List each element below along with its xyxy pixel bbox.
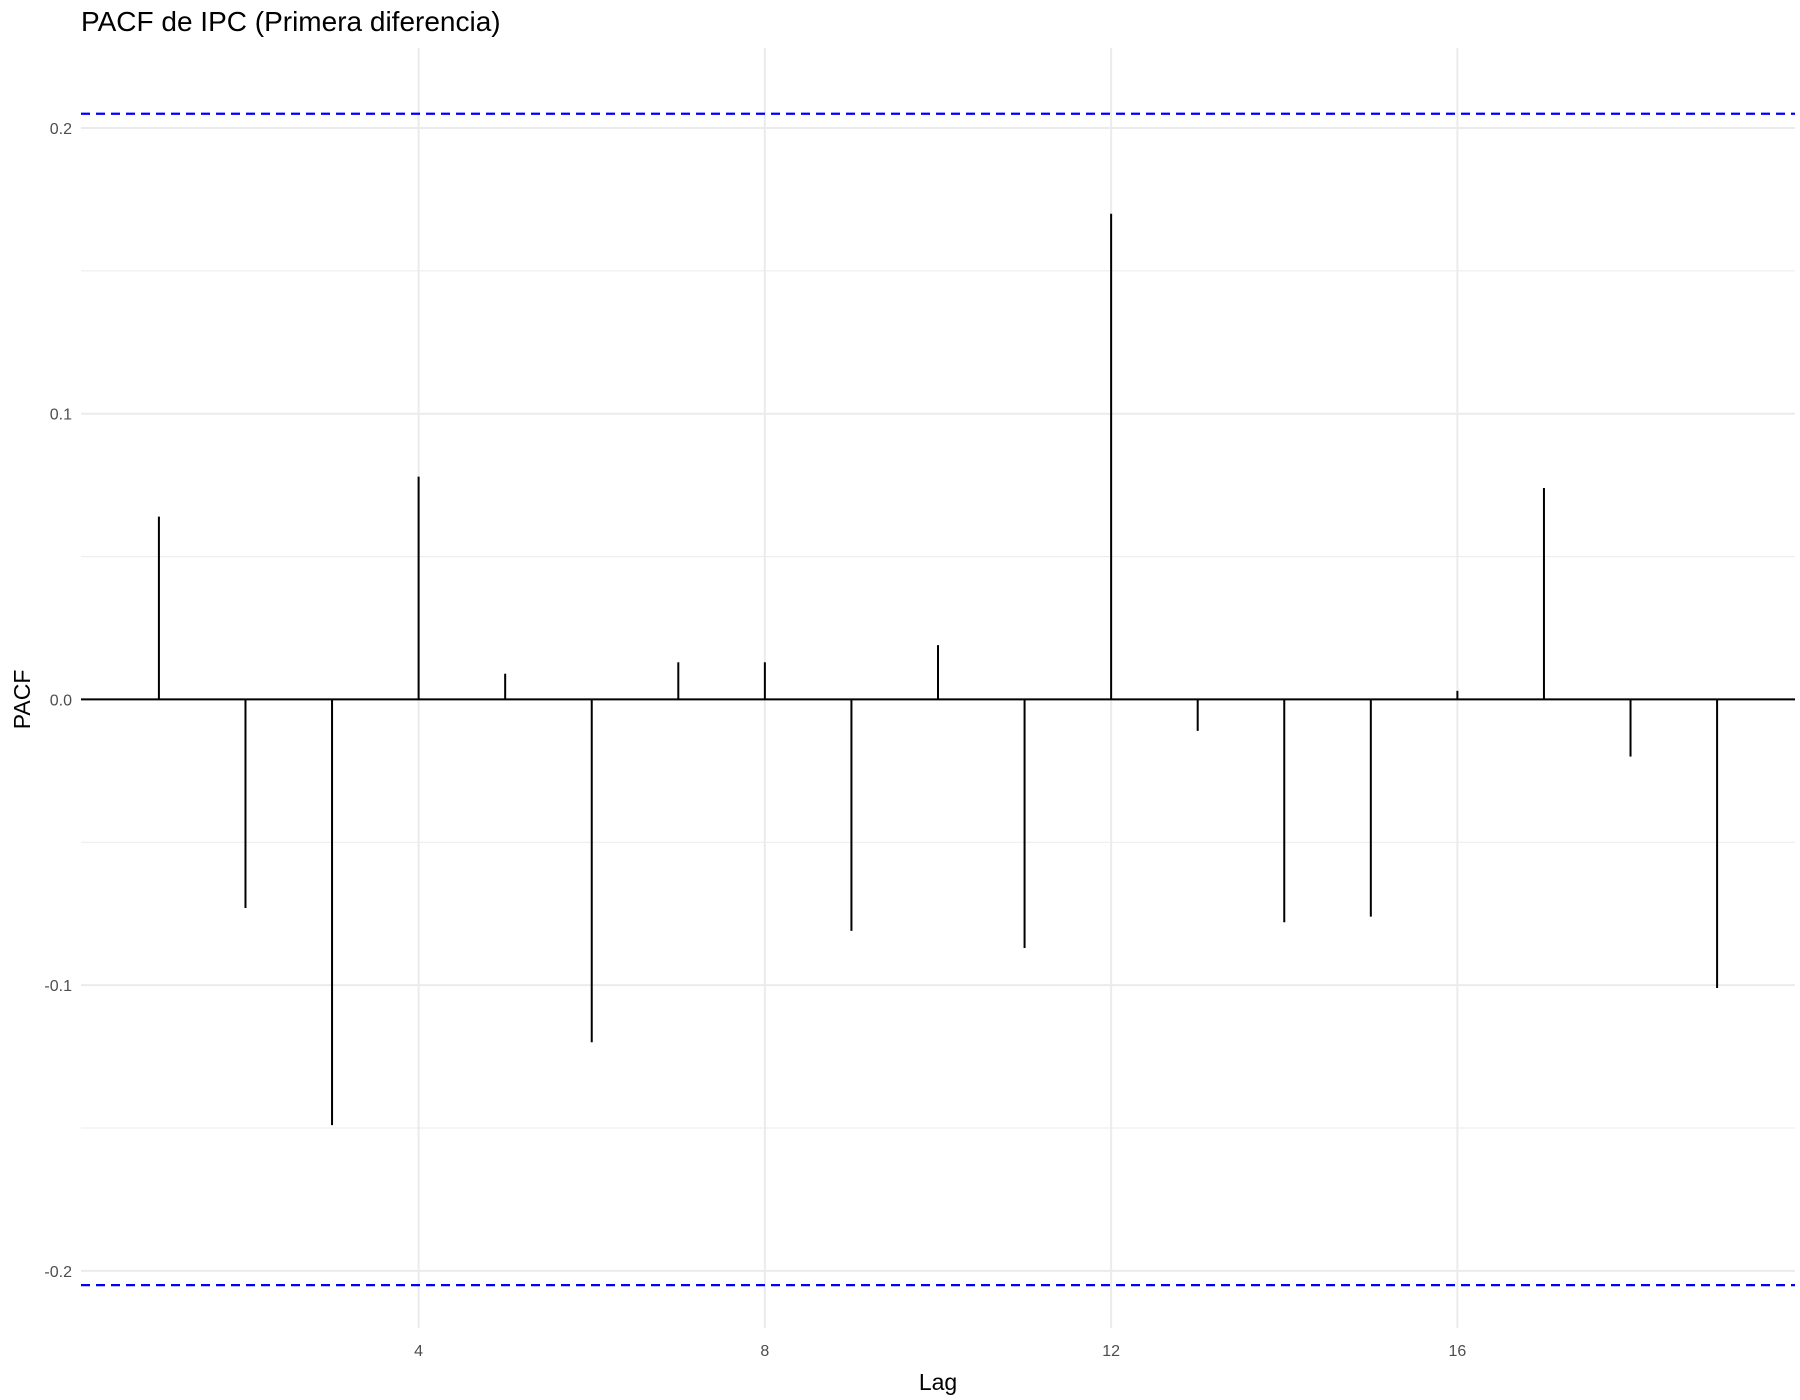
y-tick-label: 0.1 <box>50 407 72 424</box>
x-axis-title: Lag <box>919 1369 957 1395</box>
x-axis-tick-labels: 4 8 12 16 <box>414 1343 1466 1360</box>
x-tick-label: 4 <box>414 1343 423 1360</box>
y-tick-label: -0.2 <box>44 1264 72 1281</box>
y-tick-label: -0.1 <box>44 978 72 995</box>
x-tick-label: 12 <box>1102 1343 1120 1360</box>
y-tick-label: 0.2 <box>50 121 72 138</box>
y-axis-title: PACF <box>9 670 35 730</box>
y-tick-label: 0.0 <box>50 692 72 709</box>
minor-gridlines <box>81 270 1795 1129</box>
chart-title: PACF de IPC (Primera diferencia) <box>81 6 501 37</box>
x-tick-label: 8 <box>760 1343 769 1360</box>
pacf-bars <box>157 213 1719 1126</box>
x-tick-label: 16 <box>1448 1343 1466 1360</box>
y-axis-tick-labels: -0.2 -0.1 0.0 0.1 0.2 <box>44 121 72 1281</box>
